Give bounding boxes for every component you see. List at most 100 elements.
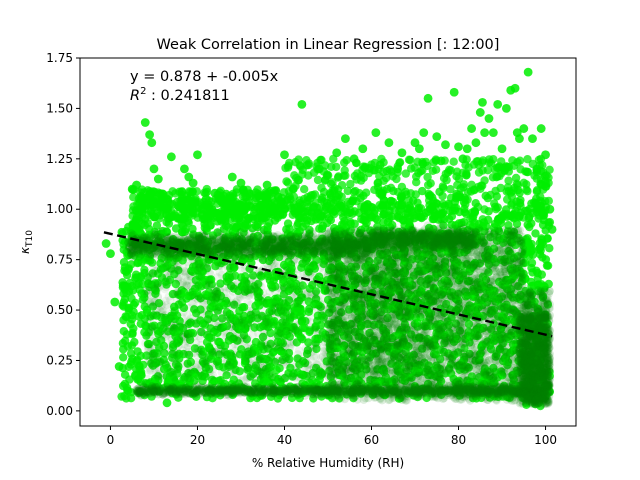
data-point bbox=[423, 207, 433, 216]
data-point bbox=[545, 244, 554, 253]
data-point bbox=[418, 166, 427, 175]
data-point bbox=[446, 185, 455, 194]
data-point bbox=[334, 172, 343, 181]
data-point bbox=[147, 209, 156, 218]
data-point bbox=[122, 383, 132, 392]
data-point bbox=[396, 204, 405, 213]
data-point bbox=[130, 337, 139, 347]
data-point bbox=[521, 167, 530, 176]
data-point bbox=[438, 199, 448, 208]
data-point bbox=[222, 371, 231, 380]
data-point bbox=[198, 205, 207, 214]
scatter-points bbox=[117, 154, 555, 411]
data-point bbox=[352, 175, 361, 184]
data-point bbox=[533, 205, 542, 214]
data-point bbox=[250, 204, 259, 214]
data-point bbox=[373, 178, 383, 187]
data-point bbox=[486, 190, 495, 200]
data-point bbox=[129, 220, 138, 229]
data-point bbox=[424, 189, 433, 198]
data-point bbox=[449, 157, 458, 166]
data-point bbox=[137, 203, 146, 212]
data-point bbox=[133, 347, 142, 356]
data-point bbox=[504, 187, 513, 196]
data-point bbox=[145, 187, 154, 196]
data-point bbox=[370, 206, 379, 215]
data-point bbox=[468, 214, 477, 223]
data-point bbox=[365, 163, 375, 173]
data-point bbox=[474, 182, 483, 192]
data-point bbox=[406, 189, 415, 198]
data-point bbox=[185, 205, 195, 214]
data-point bbox=[438, 191, 447, 201]
data-point bbox=[208, 213, 218, 223]
data-point bbox=[428, 166, 437, 175]
data-point bbox=[385, 214, 394, 223]
data-point bbox=[330, 184, 339, 193]
data-point bbox=[127, 294, 136, 303]
data-point bbox=[509, 161, 519, 170]
data-point bbox=[508, 199, 517, 208]
data-point bbox=[535, 244, 544, 253]
data-point bbox=[361, 202, 370, 212]
data-point bbox=[412, 178, 421, 187]
data-point bbox=[491, 205, 501, 214]
data-point bbox=[313, 175, 323, 185]
data-point bbox=[443, 168, 453, 177]
data-point bbox=[387, 201, 396, 211]
data-point bbox=[340, 166, 349, 175]
data-point bbox=[181, 214, 190, 223]
data-point bbox=[406, 155, 415, 165]
data-point bbox=[248, 271, 258, 280]
data-point bbox=[450, 203, 459, 213]
data-point bbox=[452, 167, 462, 176]
data-point bbox=[122, 330, 132, 339]
data-point bbox=[127, 311, 137, 320]
data-point bbox=[118, 339, 128, 348]
data-point bbox=[303, 192, 312, 202]
data-point bbox=[127, 260, 136, 269]
data-point bbox=[361, 236, 370, 245]
data-point bbox=[516, 201, 525, 211]
data-point bbox=[265, 189, 275, 199]
data-point bbox=[480, 176, 489, 185]
data-point bbox=[351, 186, 360, 196]
data-point bbox=[239, 205, 248, 215]
data-point bbox=[543, 300, 553, 309]
data-point bbox=[119, 353, 128, 362]
data-point bbox=[304, 160, 313, 170]
data-point bbox=[131, 270, 141, 279]
data-point bbox=[474, 168, 484, 177]
data-point bbox=[290, 171, 299, 180]
data-point bbox=[340, 158, 349, 167]
data-point bbox=[382, 173, 391, 183]
data-point bbox=[478, 215, 487, 224]
data-point bbox=[532, 187, 542, 196]
data-point bbox=[426, 179, 435, 188]
data-point bbox=[523, 220, 532, 229]
data-point bbox=[121, 282, 130, 291]
data-point bbox=[120, 266, 129, 275]
data-point bbox=[300, 185, 309, 194]
data-point bbox=[536, 175, 546, 184]
data-point bbox=[129, 324, 138, 333]
data-point bbox=[328, 208, 338, 217]
data-point bbox=[474, 161, 483, 170]
data-point bbox=[119, 315, 128, 325]
data-point bbox=[134, 279, 143, 288]
data-point bbox=[297, 200, 306, 209]
data-point bbox=[504, 176, 513, 185]
data-point bbox=[288, 210, 297, 219]
data-point bbox=[230, 214, 240, 223]
data-point bbox=[278, 200, 288, 209]
data-point bbox=[502, 162, 511, 171]
data-point bbox=[538, 253, 547, 262]
data-point bbox=[397, 182, 407, 192]
data-point bbox=[157, 199, 167, 208]
data-point bbox=[533, 268, 542, 278]
data-point bbox=[120, 391, 129, 401]
data-point bbox=[206, 221, 215, 230]
data-point bbox=[522, 180, 531, 189]
data-point bbox=[127, 357, 136, 366]
